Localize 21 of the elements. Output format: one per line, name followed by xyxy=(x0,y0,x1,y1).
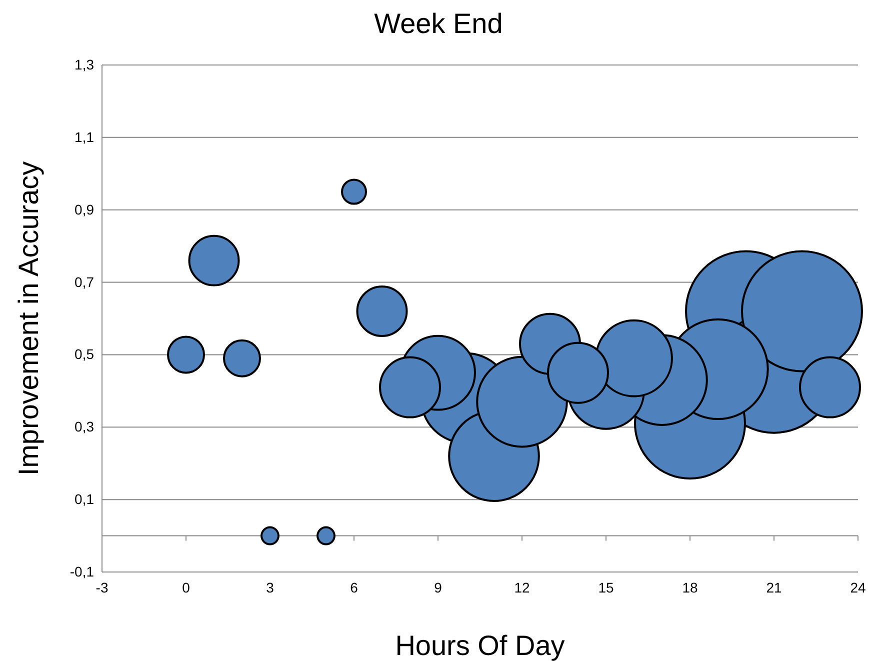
x-tick-label: 12 xyxy=(514,580,530,596)
x-tick-label: 15 xyxy=(598,580,614,596)
x-tick-label: -3 xyxy=(96,580,108,596)
y-tick-label: -0,1 xyxy=(70,563,94,580)
y-tick-label: 0,1 xyxy=(74,491,94,508)
x-tick-label: 24 xyxy=(850,580,866,596)
x-tick-label: 0 xyxy=(182,580,190,596)
x-tick-label: 3 xyxy=(266,580,274,596)
x-tick-label: 6 xyxy=(350,580,358,596)
y-tick-label: 1,1 xyxy=(74,128,94,145)
x-tick-label: 9 xyxy=(434,580,442,596)
y-tick-label: 0,7 xyxy=(74,274,94,290)
y-tick-label: 0,9 xyxy=(74,201,94,218)
y-tick-label: 0,3 xyxy=(74,418,94,435)
chart-title: Week End xyxy=(374,8,503,39)
y-axis-title: Improvement in Accuracy xyxy=(13,161,44,476)
y-tick-label: 0,5 xyxy=(74,346,94,362)
x-tick-label: 18 xyxy=(682,580,698,596)
x-tick-label: 21 xyxy=(766,580,782,596)
y-tick-label: 1,3 xyxy=(74,56,94,72)
x-axis-title: Hours Of Day xyxy=(395,630,565,661)
